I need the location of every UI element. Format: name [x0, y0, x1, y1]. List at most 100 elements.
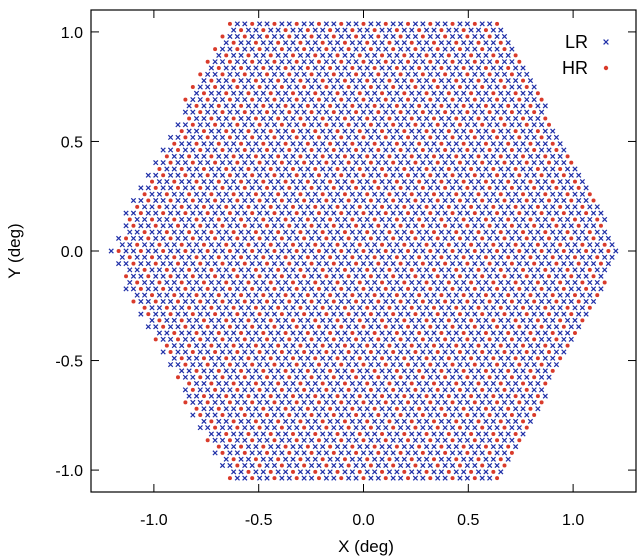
lr-point — [238, 204, 244, 210]
lr-point — [327, 380, 333, 387]
lr-point — [275, 469, 281, 475]
lr-point — [138, 235, 144, 242]
lr-point — [342, 166, 348, 172]
hr-point — [227, 362, 232, 367]
hr-point — [532, 337, 537, 342]
lr-point — [138, 260, 144, 267]
lr-point — [420, 349, 426, 355]
lr-point — [505, 115, 511, 122]
hr-point — [465, 148, 470, 153]
hr-point — [476, 267, 481, 272]
hr-point — [454, 305, 459, 310]
lr-point — [409, 330, 415, 336]
hr-point — [220, 413, 225, 418]
lr-point — [249, 235, 255, 242]
lr-point — [453, 103, 459, 109]
lr-point — [505, 267, 511, 273]
hr-point — [183, 173, 188, 178]
hr-point — [142, 267, 147, 272]
lr-point — [423, 40, 430, 46]
hr-point — [257, 122, 262, 127]
hr-point — [261, 406, 266, 411]
lr-point — [435, 450, 441, 456]
hr-point — [487, 148, 492, 153]
lr-point — [372, 343, 378, 349]
lr-point — [453, 368, 459, 374]
hr-point — [272, 476, 277, 481]
lr-point — [516, 223, 522, 229]
lr-point — [405, 147, 411, 153]
hr-point — [450, 173, 455, 178]
lr-point — [494, 349, 500, 355]
hr-point — [472, 59, 477, 64]
lr-point — [423, 27, 430, 33]
x-tick-label: -0.5 — [245, 512, 273, 529]
hr-point — [472, 362, 477, 367]
hr-point — [424, 318, 429, 323]
lr-point — [308, 96, 315, 103]
lr-point — [442, 462, 448, 469]
hr-point — [413, 236, 418, 241]
legend-marker-hr — [603, 65, 609, 71]
hr-point — [457, 387, 462, 392]
lr-point — [245, 229, 252, 235]
hr-point — [213, 236, 218, 241]
lr-point — [409, 431, 415, 437]
lr-point — [130, 235, 137, 242]
lr-point — [512, 115, 519, 122]
lr-point — [171, 267, 177, 273]
hr-point — [446, 318, 451, 323]
hr-point — [461, 293, 466, 298]
hr-point — [235, 160, 240, 165]
lr-point — [201, 330, 207, 336]
lr-point — [260, 166, 266, 172]
lr-point — [212, 109, 218, 115]
hr-point — [387, 267, 392, 272]
hr-point — [175, 299, 180, 304]
hr-point — [409, 305, 414, 310]
lr-point — [505, 78, 511, 84]
lr-point — [401, 78, 407, 84]
lr-point — [334, 443, 341, 450]
hr-point — [331, 148, 336, 153]
lr-point — [331, 96, 337, 103]
lr-point — [487, 210, 493, 216]
lr-point — [357, 330, 363, 336]
lr-point — [338, 273, 344, 279]
lr-point — [372, 267, 378, 273]
lr-point — [260, 380, 266, 387]
lr-point — [308, 248, 315, 254]
lr-point — [294, 336, 300, 342]
hr-point — [469, 53, 474, 58]
lr-point — [594, 279, 600, 286]
lr-point — [231, 216, 237, 223]
hr-point — [409, 192, 414, 197]
hr-point — [164, 230, 169, 235]
hr-point — [465, 450, 470, 455]
hr-point — [246, 431, 251, 436]
lr-point — [505, 279, 511, 286]
lr-point — [294, 349, 300, 355]
hr-point — [413, 84, 418, 89]
hr-point — [220, 299, 225, 304]
lr-point — [401, 103, 407, 109]
hr-point — [205, 97, 210, 102]
hr-point — [168, 160, 173, 165]
lr-point — [182, 387, 189, 393]
lr-point — [479, 412, 485, 418]
hr-point — [227, 173, 232, 178]
lr-point — [327, 78, 333, 84]
lr-point — [390, 59, 396, 65]
lr-point — [412, 134, 419, 141]
lr-point — [527, 204, 534, 210]
hr-point — [469, 242, 474, 247]
lr-point — [323, 336, 330, 342]
hr-point — [383, 324, 388, 329]
lr-point — [260, 267, 266, 273]
lr-point — [416, 191, 422, 197]
hr-point — [265, 223, 270, 228]
hr-point — [313, 356, 318, 361]
lr-point — [164, 279, 170, 286]
hr-point — [539, 135, 544, 140]
lr-point — [468, 27, 474, 33]
